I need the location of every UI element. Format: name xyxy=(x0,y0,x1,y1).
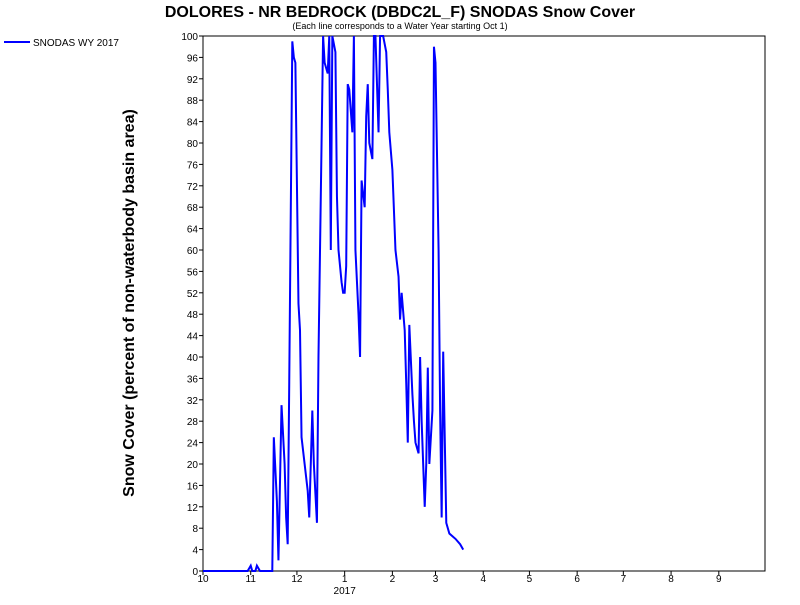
y-tick-label: 80 xyxy=(187,139,199,150)
y-tick-label: 92 xyxy=(187,75,199,86)
x-tick-label: 9 xyxy=(716,574,722,585)
data-line xyxy=(203,35,465,572)
chart-title: DOLORES - NR BEDROCK (DBDC2L_F) SNODAS S… xyxy=(165,4,635,21)
x-tick-label: 2 xyxy=(390,574,396,585)
chart-subtitle: (Each line corresponds to a Water Year s… xyxy=(292,21,507,31)
y-tick-label: 8 xyxy=(192,524,198,535)
x-tick-label: 6 xyxy=(574,574,580,585)
y-tick-label: 12 xyxy=(187,503,199,514)
y-tick-label: 20 xyxy=(187,460,199,471)
x-tick-label: 11 xyxy=(246,574,257,585)
plot-frame xyxy=(202,35,766,572)
y-tick-label: 24 xyxy=(187,439,199,450)
x-tick-label: 4 xyxy=(480,574,486,585)
y-tick-label: 96 xyxy=(187,53,199,64)
y-tick-label: 76 xyxy=(187,160,199,171)
y-tick-label: 16 xyxy=(187,481,199,492)
y-tick-label: 52 xyxy=(187,289,199,300)
x-tick-label: 5 xyxy=(527,574,533,585)
x-tick-label: 1 xyxy=(342,574,348,585)
y-tick-label: 48 xyxy=(187,310,199,321)
x-tick-label: 8 xyxy=(668,574,674,585)
x-year-label: 2017 xyxy=(334,586,357,597)
x-tick-label: 10 xyxy=(197,574,209,585)
legend-label: SNODAS WY 2017 xyxy=(33,38,119,49)
y-tick-label: 36 xyxy=(187,374,199,385)
y-axis-label: Snow Cover (percent of non-waterbody bas… xyxy=(121,109,138,497)
y-tick-label: 28 xyxy=(187,417,199,428)
y-tick-label: 100 xyxy=(181,32,198,43)
y-tick-label: 64 xyxy=(187,225,199,236)
y-tick-label: 60 xyxy=(187,246,199,257)
y-tick-label: 56 xyxy=(187,267,199,278)
y-tick-label: 88 xyxy=(187,96,199,107)
y-tick-label: 40 xyxy=(187,353,199,364)
y-tick-label: 72 xyxy=(187,182,199,193)
y-tick-label: 0 xyxy=(192,567,198,578)
y-tick-label: 84 xyxy=(187,118,199,129)
y-tick-label: 32 xyxy=(187,396,199,407)
x-tick-label: 12 xyxy=(291,574,303,585)
y-tick-label: 68 xyxy=(187,203,199,214)
y-tick-label: 44 xyxy=(187,332,199,343)
x-tick-label: 3 xyxy=(433,574,439,585)
x-tick-label: 7 xyxy=(621,574,627,585)
y-tick-label: 4 xyxy=(192,546,198,557)
